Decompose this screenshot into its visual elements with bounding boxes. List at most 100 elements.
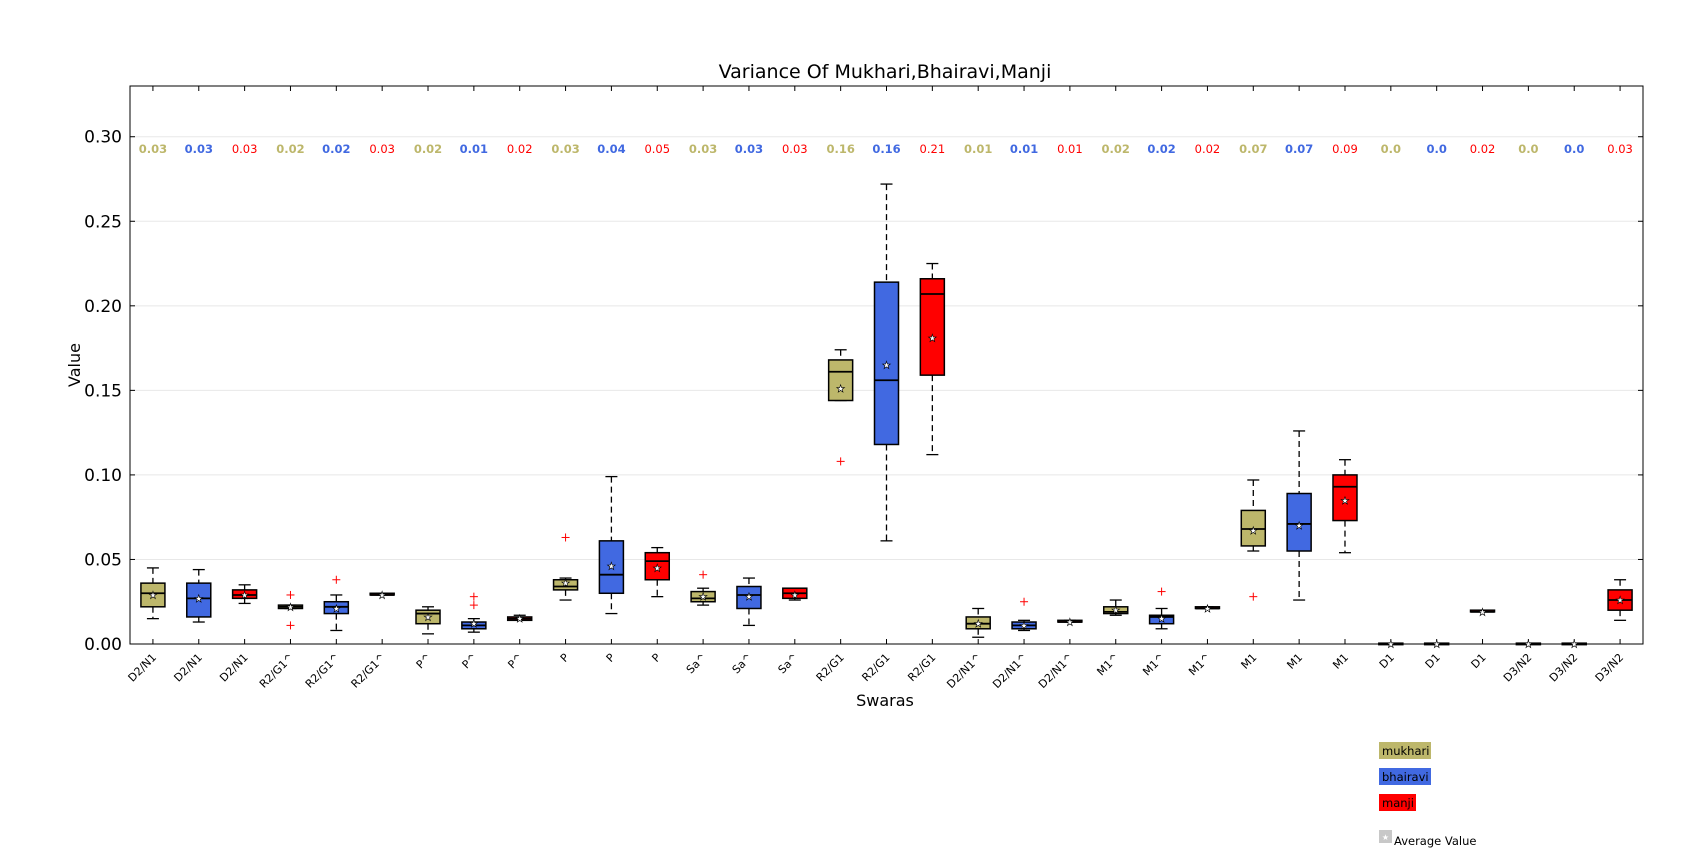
y-axis-label: Value	[65, 343, 84, 387]
outlier-marker	[699, 570, 708, 579]
box-body	[186, 582, 212, 618]
legend-label: mukhari	[1382, 744, 1429, 758]
outlier-marker	[1020, 597, 1029, 606]
x-tick-label: D1	[1423, 651, 1443, 671]
boxes: ★ ★ ★ ★ ★ ★ ★ ★ ★ ★ ★ ★ ★ ★ ★ ★ ★ ★ ★ ★ ★ ★ ★ ★ ★ ★ ★ ★ ★ ★ ★ ★ ★	[140, 183, 1633, 651]
outlier-marker	[836, 457, 845, 466]
value-label: 0.03	[232, 142, 258, 156]
mean-marker: ★	[1570, 640, 1579, 651]
value-label: 0.03	[782, 142, 808, 156]
value-label: 0.03	[1607, 142, 1633, 156]
box-body	[1286, 492, 1312, 552]
box-manji: ★	[369, 590, 395, 602]
value-label: 0.02	[414, 142, 442, 156]
outlier-marker	[469, 592, 478, 601]
legend-swatch	[1379, 742, 1431, 759]
x-tick-label: P^	[414, 651, 434, 671]
value-label: 0.16	[826, 142, 854, 156]
mean-marker: ★	[378, 590, 387, 601]
x-tick-label: P	[604, 651, 618, 665]
legend-swatch	[1379, 830, 1392, 843]
box-manji: ★	[782, 587, 808, 602]
legend: mukhari bhairavi manji ★ Average Value	[1379, 742, 1476, 848]
legend-item-mukhari: mukhari	[1379, 742, 1431, 759]
x-tick-label: D2/N1^	[944, 651, 984, 691]
x-tick-label: Sa^	[684, 651, 709, 676]
box-manji: ★	[1057, 617, 1083, 629]
value-label: 0.0	[1518, 142, 1538, 156]
mean-marker: ★	[424, 612, 433, 623]
box-mukhari: ★	[690, 570, 716, 606]
mean-marker: ★	[744, 592, 753, 603]
x-tick-label: M1^	[1140, 651, 1167, 678]
mean-marker: ★	[1065, 618, 1074, 629]
x-tick-label: R2/G1	[905, 651, 938, 684]
x-tick-label: D2/N1	[217, 651, 251, 685]
y-tick-label: 0.10	[84, 466, 122, 486]
value-label: 0.03	[185, 142, 213, 156]
legend-item-average: ★ Average Value	[1379, 830, 1476, 848]
mean-marker: ★	[332, 604, 341, 615]
mean-marker: ★	[1020, 621, 1029, 632]
box-mukhari: ★	[1102, 599, 1129, 617]
y-tick-label: 0.20	[84, 297, 122, 317]
box-bhairavi: ★	[598, 475, 625, 615]
x-tick-label: P	[558, 651, 572, 665]
x-axis-label: Swaras	[856, 691, 914, 710]
x-tick-label: D2/N1	[171, 651, 205, 685]
y-tick-label: 0.00	[84, 635, 122, 655]
x-tick-label: D2/N1	[126, 651, 160, 685]
x-tick-label: D3/N2	[1593, 651, 1627, 685]
value-label: 0.05	[644, 142, 670, 156]
mean-marker: ★	[928, 333, 937, 344]
value-label: 0.01	[460, 142, 488, 156]
box-manji: ★	[1607, 579, 1633, 621]
box-manji: ★	[506, 614, 533, 625]
x-tick-label: Sa^	[730, 651, 755, 676]
value-label: 0.03	[735, 142, 763, 156]
mean-marker: ★	[1382, 833, 1389, 842]
x-tick-label: R2/G1	[814, 651, 847, 684]
box-bhairavi: ★	[186, 568, 212, 623]
box-manji: ★	[644, 546, 671, 598]
value-label: 0.02	[276, 142, 304, 156]
x-tick-label: M1	[1239, 651, 1260, 672]
mean-marker: ★	[836, 384, 845, 395]
value-label: 0.07	[1285, 142, 1313, 156]
mean-marker: ★	[1478, 607, 1487, 618]
value-label: 0.01	[1057, 142, 1083, 156]
mean-marker: ★	[1386, 640, 1395, 651]
value-label: 0.0	[1564, 142, 1584, 156]
box-bhairavi: ★	[1423, 639, 1450, 651]
box-mukhari: ★	[415, 606, 441, 635]
legend-item-manji: manji	[1379, 794, 1416, 811]
chart-title: Variance Of Mukhari,Bhairavi,Manji	[719, 61, 1052, 83]
box-body	[552, 578, 579, 591]
value-label: 0.09	[1332, 142, 1358, 156]
x-tick-label: Sa^	[776, 651, 801, 676]
box-manji: ★	[919, 262, 946, 456]
box-mukhari: ★	[965, 607, 991, 638]
value-label: 0.02	[1195, 142, 1221, 156]
value-label: 0.01	[1010, 142, 1038, 156]
x-tick-label: P^	[505, 651, 525, 671]
value-label: 0.02	[1470, 142, 1496, 156]
mean-marker: ★	[561, 579, 570, 590]
mean-marker: ★	[790, 590, 799, 601]
value-label: 0.03	[139, 142, 167, 156]
value-label: 0.01	[964, 142, 992, 156]
outlier-marker	[561, 533, 570, 542]
box-body	[736, 585, 762, 610]
mean-marker: ★	[653, 563, 662, 574]
x-tick-label: D1	[1469, 651, 1489, 671]
mean-marker: ★	[1432, 640, 1441, 651]
mean-marker: ★	[515, 614, 524, 625]
outlier-marker	[1249, 592, 1258, 601]
x-tick-label: M1^	[1186, 651, 1213, 678]
value-labels: 0.03 0.03 0.03 0.02 0.02 0.03 0.02 0.01 0.02 0.03…	[139, 142, 1633, 156]
box-mukhari: ★	[1240, 479, 1267, 601]
box-mukhari: ★	[277, 590, 304, 630]
mean-marker: ★	[1616, 596, 1625, 607]
x-tick-label: D3/N2	[1547, 651, 1581, 685]
